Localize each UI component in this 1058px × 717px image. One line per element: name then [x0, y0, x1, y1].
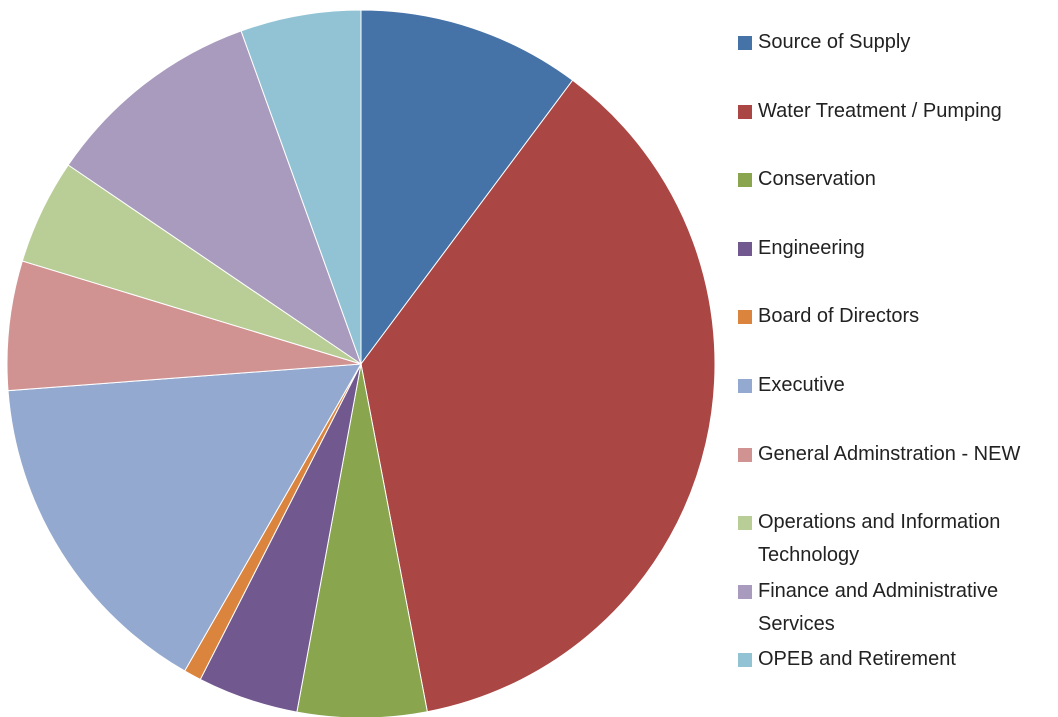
pie-slice: [240, 9, 362, 365]
legend-label: Executive: [758, 374, 845, 396]
legend-label: Finance and Administrative Services: [758, 579, 999, 635]
legend-label: Operations and Information Technology: [758, 511, 1001, 567]
legend-entry: Finance and Administrative Services: [738, 575, 1038, 641]
legend-swatch: [738, 241, 752, 256]
legend-swatch: [738, 173, 752, 188]
legend-label: OPEB and Retirement: [758, 648, 956, 671]
pie-slice: [6, 260, 362, 392]
legend-entry: Board of Directors: [738, 300, 1038, 333]
pie-slice: [7, 363, 362, 672]
legend-swatch: [738, 379, 752, 393]
legend-entry: Executive: [738, 369, 1038, 402]
pie-slice: [360, 9, 574, 366]
legend-label: Engineering: [758, 236, 865, 259]
legend-entry: Operations and Information Technology: [738, 506, 1038, 572]
legend-label: Water Treatment / Pumping: [758, 99, 1002, 122]
legend-label: General Adminstration - NEW: [758, 442, 1021, 465]
legend-swatch: [738, 516, 752, 531]
legend-swatch: [738, 310, 752, 325]
legend-swatch: [738, 584, 752, 599]
chart: [6, 9, 716, 717]
legend-entry: Water Treatment / Pumping: [738, 95, 1038, 128]
pie-slice: [296, 363, 428, 717]
legend-entry: Engineering: [738, 232, 1038, 265]
legend-label: Conservation: [758, 168, 876, 191]
legend-swatch: [738, 36, 752, 50]
pie-slice: [67, 30, 362, 366]
legend-label: Board of Directors: [758, 305, 920, 328]
legend-entry: General Adminstration - NEW: [738, 438, 1038, 471]
pie-slice: [360, 79, 716, 713]
legend-entry: Conservation: [738, 163, 1038, 196]
legend-swatch: [738, 653, 752, 668]
legend-entry: Source of Supply: [738, 26, 1038, 59]
legend-label: Source of Supply: [758, 31, 911, 53]
legend-swatch: [738, 104, 752, 119]
legend-swatch: [738, 447, 752, 462]
legend-entry: OPEB and Retirement: [738, 643, 1038, 676]
